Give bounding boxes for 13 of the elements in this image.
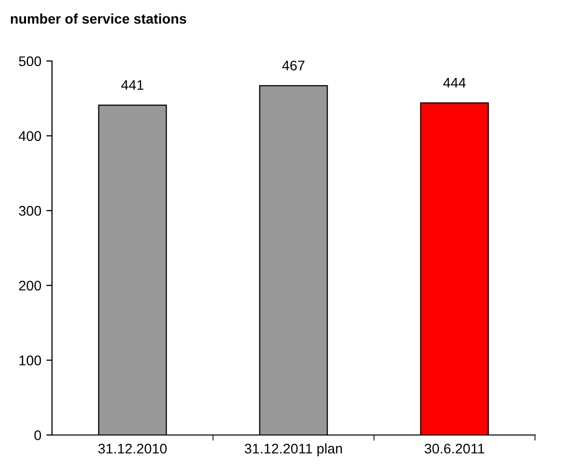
y-tick-label: 200 [19, 280, 42, 291]
x-tick-label: 30.6.2011 [424, 444, 484, 454]
chart-title: number of service stations [10, 14, 186, 24]
data-label: 441 [121, 80, 144, 90]
y-tick-label: 500 [18, 56, 42, 66]
data-label: 444 [443, 78, 466, 88]
y-tick-label: 100 [19, 356, 42, 366]
y-tick-label: 400 [18, 131, 42, 141]
x-tick-label: 31.12.2011 plan [244, 443, 342, 456]
x-tick-label: 31.12.2010 [98, 444, 167, 454]
y-tick-label: 300 [18, 206, 42, 216]
data-label: 467 [282, 60, 304, 70]
y-tick-label: 0 [34, 430, 42, 440]
